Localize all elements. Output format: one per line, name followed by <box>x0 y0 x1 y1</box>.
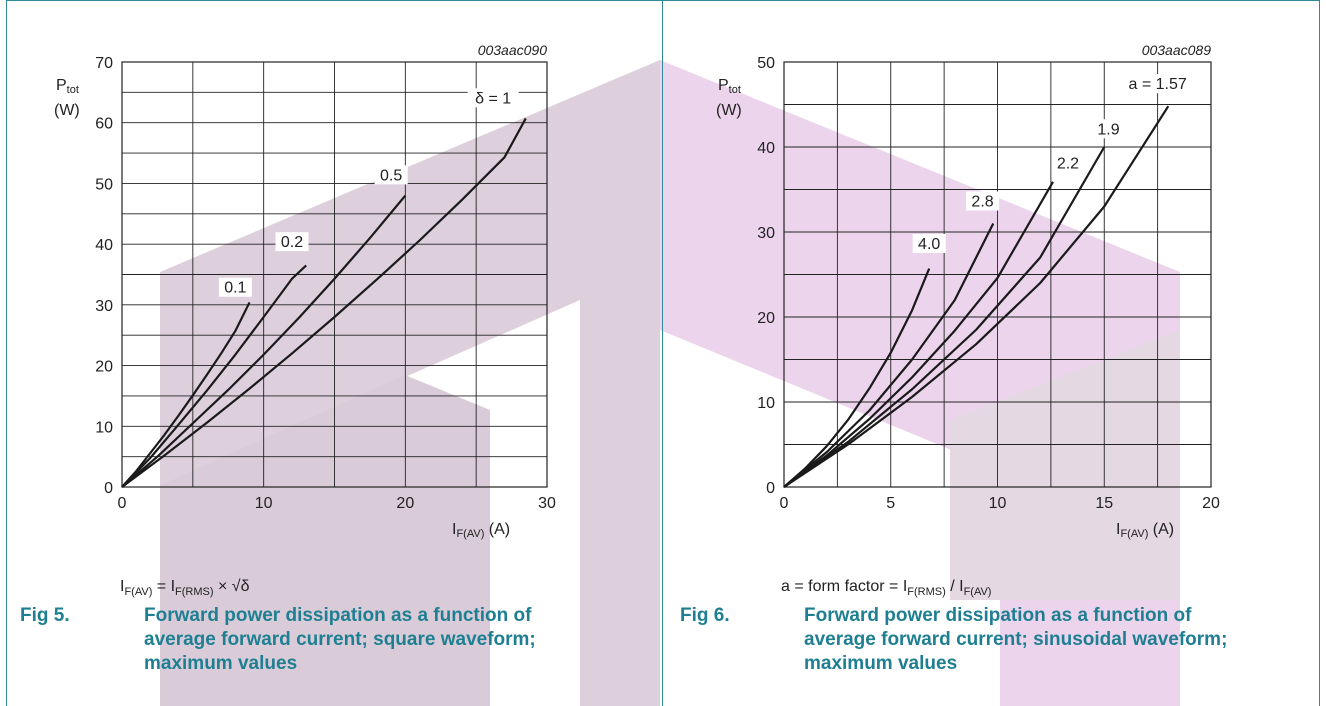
chart2-ytick-label: 30 <box>757 225 775 242</box>
chart-fig5: 0 10 20 30 40 50 60 70 0 10 20 30 003aac090 Ptot (W) IF… <box>54 42 556 540</box>
chart-fig6: 0 10 20 30 40 50 0 5 10 15 20 003aac089 Ptot (W) IF(AV… <box>716 42 1220 540</box>
chart2-ylabel: Ptot <box>718 77 741 96</box>
chart1-series-line-2 <box>121 194 407 488</box>
frame-top-border <box>6 0 1320 1</box>
chart1-ytick-label: 0 <box>104 480 113 497</box>
chart2-curve-label-1: 2.8 <box>971 194 993 211</box>
fig6-number: Fig 6. <box>680 605 730 626</box>
chart2-ytick-label: 0 <box>766 480 775 497</box>
chart1-xlabel: IF(AV) (A) <box>452 521 510 540</box>
chart2-curve-label-3: 1.9 <box>1097 121 1119 138</box>
chart1-curve-label-0: 0.1 <box>224 280 246 297</box>
chart2-yunit: (W) <box>716 102 742 119</box>
chart1-ytick-label: 50 <box>95 176 113 193</box>
chart2-curve-label-4: a = 1.57 <box>1128 76 1186 93</box>
chart1-ytick-label: 10 <box>95 419 113 436</box>
chart2-series-line-3 <box>783 146 1106 488</box>
panel-divider <box>662 0 663 706</box>
chart2-curve-label-bg <box>912 234 946 253</box>
chart2-xtick-label: 0 <box>780 495 789 512</box>
figure-6-panel: 0 10 20 30 40 50 0 5 10 15 20 003aac089 Ptot (W) IF(AV… <box>663 0 1326 706</box>
chart2-xtick-label: 5 <box>886 495 895 512</box>
chart1-ytick-label: 30 <box>95 298 113 315</box>
figure-5-panel: 0 10 20 30 40 50 60 70 0 10 20 30 003aac090 Ptot (W) IF… <box>0 0 662 706</box>
chart1-figure-code: 003aac090 <box>478 42 548 58</box>
chart2-series-line-1 <box>783 223 995 488</box>
chart1-ytick-label: 40 <box>95 237 113 254</box>
chart2-curve-label-2: 2.2 <box>1057 155 1079 172</box>
chart1-xtick-label: 30 <box>538 495 556 512</box>
chart1-xtick-label: 20 <box>396 495 414 512</box>
fig5-caption: Forward power dissipation as a function … <box>144 605 536 674</box>
chart1-ylabel: Ptot <box>56 77 79 96</box>
fig5-number: Fig 5. <box>20 605 70 626</box>
chart2-curve-label-bg <box>1118 74 1197 94</box>
chart2-series-line-4 <box>783 105 1170 488</box>
chart1-curve-label-bg <box>374 165 408 185</box>
chart1-xtick-label: 0 <box>118 495 127 512</box>
chart1-ytick-label: 60 <box>95 116 113 133</box>
chart1-ytick-label: 70 <box>95 55 113 72</box>
chart2-curve-label-bg <box>1051 153 1085 173</box>
fig6-caption: Forward power dissipation as a function … <box>804 605 1228 674</box>
chart2-ytick-label: 40 <box>757 140 775 157</box>
chart1-yunit: (W) <box>54 102 80 119</box>
chart1-curve-label-bg <box>218 277 252 297</box>
chart1-curve-label-3: δ = 1 <box>475 90 511 107</box>
chart2-curve-label-0: 4.0 <box>918 236 940 253</box>
chart1-series-line-3 <box>121 117 527 488</box>
chart1-curve-label-1: 0.2 <box>281 234 303 251</box>
chart2-xtick-label: 10 <box>989 495 1007 512</box>
chart2-series-line-0 <box>783 268 931 488</box>
chart2-figure-code: 003aac089 <box>1142 42 1212 58</box>
chart2-ytick-label: 50 <box>757 55 775 72</box>
fig6-note: a = form factor = IF(RMS) / IF(AV) <box>781 578 992 599</box>
chart1-curve-label-2: 0.5 <box>380 167 402 184</box>
chart2-series-line-2 <box>783 181 1054 488</box>
chart2-xlabel: IF(AV) (A) <box>1116 521 1174 540</box>
frame-left-border <box>6 0 7 706</box>
chart1-curve-label-bg <box>467 88 519 108</box>
chart2-xtick-label: 15 <box>1095 495 1113 512</box>
chart2-curve-label-bg <box>966 191 1000 211</box>
chart1-ytick-label: 20 <box>95 359 113 376</box>
chart1-xtick-label: 10 <box>255 495 273 512</box>
chart2-curve-label-bg <box>1092 119 1126 139</box>
chart1-series-line-0 <box>121 301 251 488</box>
chart1-series-line-1 <box>121 264 307 488</box>
fig5-note: IF(AV) = IF(RMS) × √δ <box>120 578 250 599</box>
chart2-ytick-label: 10 <box>757 395 775 412</box>
chart2-xtick-label: 20 <box>1202 495 1220 512</box>
chart1-curve-label-bg <box>275 232 309 252</box>
frame-right-border <box>1319 0 1320 706</box>
chart2-ytick-label: 20 <box>757 310 775 327</box>
